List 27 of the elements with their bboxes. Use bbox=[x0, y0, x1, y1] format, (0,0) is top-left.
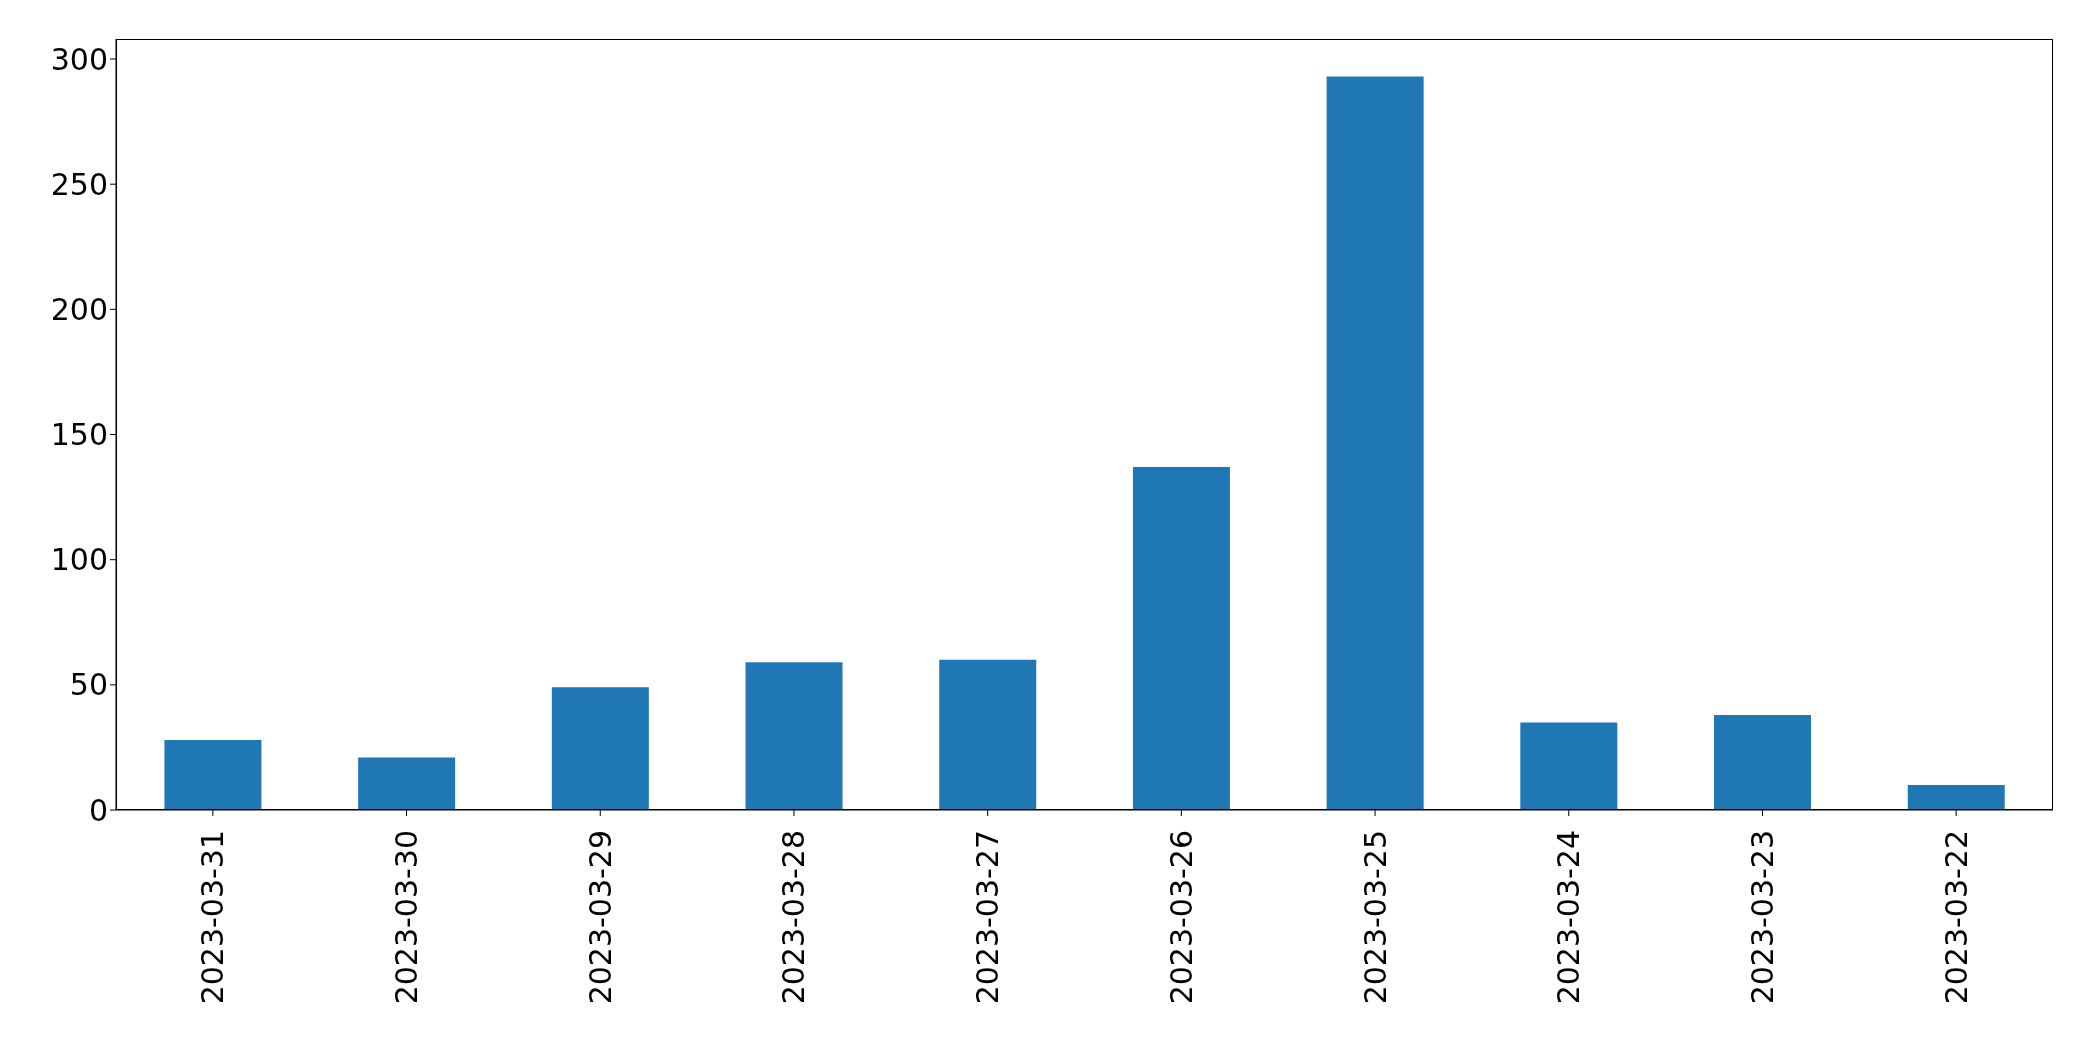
x-tick-label: 2023-03-28 bbox=[776, 830, 812, 1005]
y-tick-label: 200 bbox=[50, 292, 108, 327]
y-tick-label: 150 bbox=[50, 417, 108, 453]
x-tick-label: 2023-03-27 bbox=[970, 830, 1006, 1005]
bar bbox=[358, 757, 456, 810]
bar bbox=[551, 687, 649, 810]
x-tick-label: 2023-03-24 bbox=[1551, 830, 1587, 1005]
y-tick-label: 0 bbox=[88, 792, 108, 828]
bar bbox=[1907, 784, 2005, 810]
x-tick-label: 2023-03-26 bbox=[1163, 830, 1199, 1005]
y-tick-label: 250 bbox=[50, 166, 108, 202]
x-tick-label: 2023-03-29 bbox=[582, 830, 618, 1005]
bar bbox=[939, 659, 1037, 810]
y-tick-label: 300 bbox=[50, 41, 108, 77]
x-tick-label: 2023-03-31 bbox=[195, 830, 231, 1005]
x-tick-label: 2023-03-23 bbox=[1744, 830, 1780, 1005]
bar bbox=[1520, 722, 1618, 810]
bar bbox=[164, 739, 262, 810]
y-tick-label: 50 bbox=[69, 667, 108, 703]
x-tick-label: 2023-03-25 bbox=[1357, 830, 1393, 1005]
bar bbox=[1132, 467, 1230, 810]
y-tick-label: 100 bbox=[50, 542, 108, 578]
bar bbox=[1714, 714, 1812, 810]
bar bbox=[1326, 76, 1424, 810]
x-tick-label: 2023-03-30 bbox=[389, 830, 425, 1005]
bar bbox=[745, 662, 843, 810]
x-tick-label: 2023-03-22 bbox=[1938, 830, 1974, 1005]
